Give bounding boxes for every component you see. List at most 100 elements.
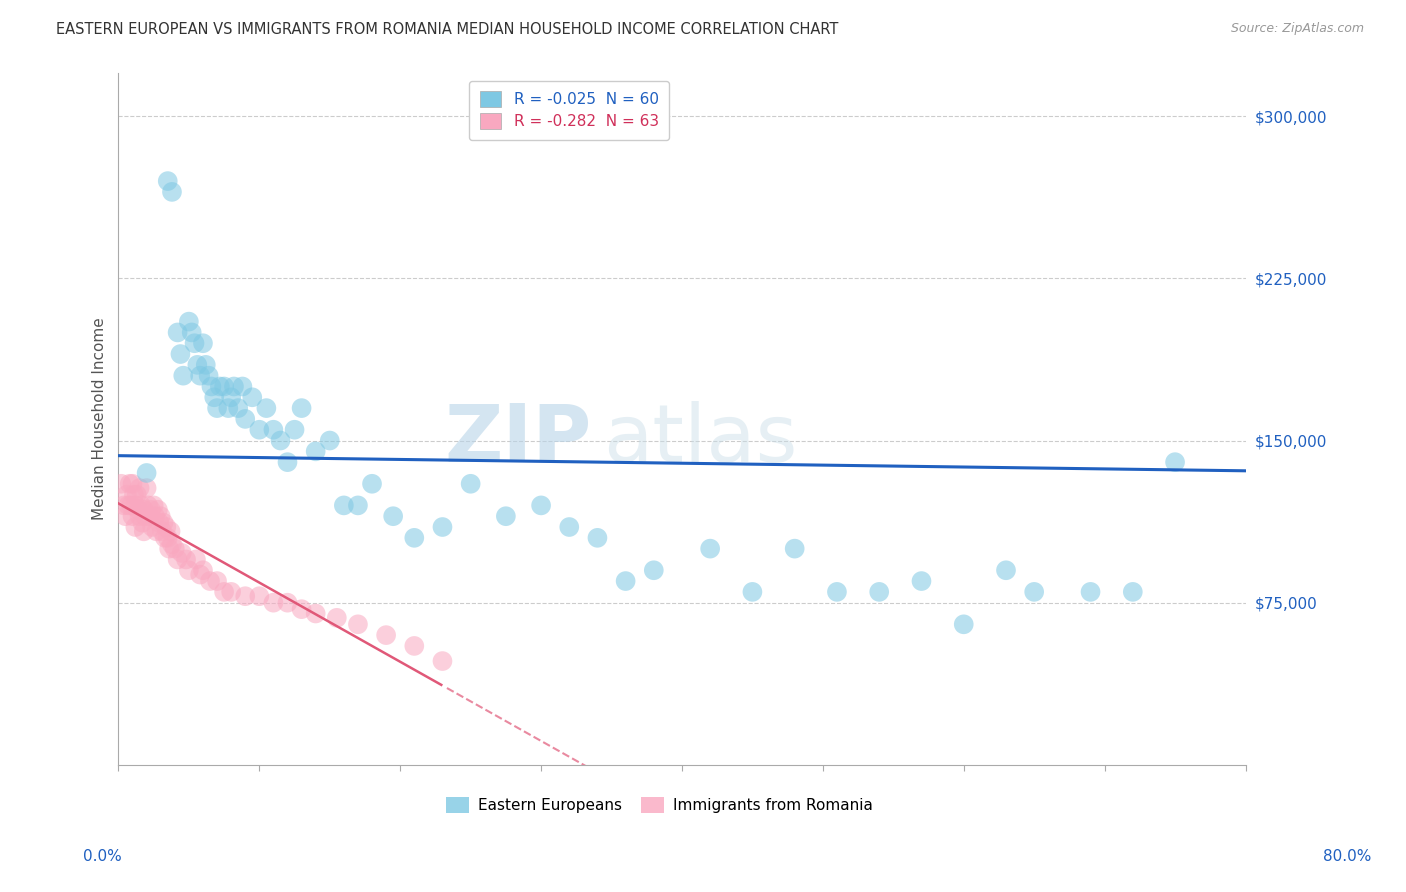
Point bbox=[586, 531, 609, 545]
Point bbox=[172, 368, 194, 383]
Point bbox=[283, 423, 305, 437]
Point bbox=[200, 379, 222, 393]
Point bbox=[177, 315, 200, 329]
Point bbox=[118, 476, 141, 491]
Point bbox=[169, 347, 191, 361]
Point bbox=[404, 639, 426, 653]
Point bbox=[128, 509, 150, 524]
Point bbox=[135, 481, 157, 495]
Point bbox=[127, 502, 149, 516]
Point bbox=[159, 524, 181, 539]
Point bbox=[276, 596, 298, 610]
Point bbox=[197, 368, 219, 383]
Point bbox=[117, 499, 139, 513]
Point bbox=[145, 524, 167, 539]
Point bbox=[122, 487, 145, 501]
Point bbox=[219, 585, 242, 599]
Point bbox=[1164, 455, 1187, 469]
Point bbox=[155, 520, 177, 534]
Point bbox=[319, 434, 342, 448]
Point bbox=[226, 401, 249, 416]
Point bbox=[208, 379, 231, 393]
Point bbox=[219, 390, 242, 404]
Point bbox=[110, 476, 132, 491]
Point bbox=[191, 336, 214, 351]
Text: 0.0%: 0.0% bbox=[83, 849, 122, 864]
Point bbox=[432, 520, 454, 534]
Point bbox=[163, 541, 186, 556]
Point bbox=[231, 379, 253, 393]
Point bbox=[148, 516, 170, 530]
Point bbox=[643, 563, 665, 577]
Point bbox=[177, 563, 200, 577]
Text: 80.0%: 80.0% bbox=[1323, 849, 1371, 864]
Point bbox=[156, 174, 179, 188]
Point bbox=[347, 617, 370, 632]
Point bbox=[326, 611, 349, 625]
Point bbox=[382, 509, 405, 524]
Point bbox=[134, 509, 156, 524]
Point bbox=[121, 476, 143, 491]
Point bbox=[404, 531, 426, 545]
Point bbox=[217, 401, 239, 416]
Point bbox=[186, 358, 208, 372]
Point bbox=[156, 531, 179, 545]
Point bbox=[305, 444, 328, 458]
Point bbox=[139, 502, 162, 516]
Point bbox=[184, 552, 207, 566]
Point bbox=[432, 654, 454, 668]
Point bbox=[191, 563, 214, 577]
Point bbox=[138, 509, 160, 524]
Point bbox=[361, 476, 384, 491]
Point bbox=[202, 390, 225, 404]
Point bbox=[132, 524, 155, 539]
Text: ZIP: ZIP bbox=[444, 401, 592, 479]
Point bbox=[188, 368, 211, 383]
Point bbox=[166, 552, 188, 566]
Point bbox=[115, 487, 138, 501]
Point bbox=[868, 585, 890, 599]
Point bbox=[254, 401, 277, 416]
Point bbox=[180, 326, 202, 340]
Point bbox=[276, 455, 298, 469]
Point bbox=[375, 628, 398, 642]
Point bbox=[233, 589, 256, 603]
Point bbox=[205, 574, 228, 588]
Point bbox=[125, 487, 148, 501]
Point bbox=[152, 516, 174, 530]
Point bbox=[783, 541, 806, 556]
Point bbox=[269, 434, 291, 448]
Point bbox=[136, 499, 159, 513]
Point bbox=[188, 567, 211, 582]
Point bbox=[495, 509, 517, 524]
Point bbox=[112, 499, 135, 513]
Point bbox=[170, 546, 193, 560]
Point bbox=[205, 401, 228, 416]
Point bbox=[262, 596, 284, 610]
Point bbox=[132, 502, 155, 516]
Point bbox=[825, 585, 848, 599]
Point bbox=[952, 617, 974, 632]
Text: atlas: atlas bbox=[603, 401, 797, 479]
Point bbox=[198, 574, 221, 588]
Point bbox=[157, 541, 180, 556]
Text: Source: ZipAtlas.com: Source: ZipAtlas.com bbox=[1230, 22, 1364, 36]
Point bbox=[247, 589, 270, 603]
Point bbox=[262, 423, 284, 437]
Point bbox=[558, 520, 581, 534]
Point bbox=[1122, 585, 1144, 599]
Point bbox=[530, 499, 553, 513]
Point bbox=[120, 499, 142, 513]
Point bbox=[333, 499, 356, 513]
Point bbox=[212, 585, 235, 599]
Point bbox=[240, 390, 263, 404]
Point bbox=[128, 481, 150, 495]
Point bbox=[150, 524, 173, 539]
Point bbox=[135, 466, 157, 480]
Point bbox=[124, 499, 146, 513]
Point bbox=[160, 537, 183, 551]
Point bbox=[149, 509, 172, 524]
Point bbox=[124, 520, 146, 534]
Point bbox=[129, 499, 152, 513]
Point bbox=[114, 509, 136, 524]
